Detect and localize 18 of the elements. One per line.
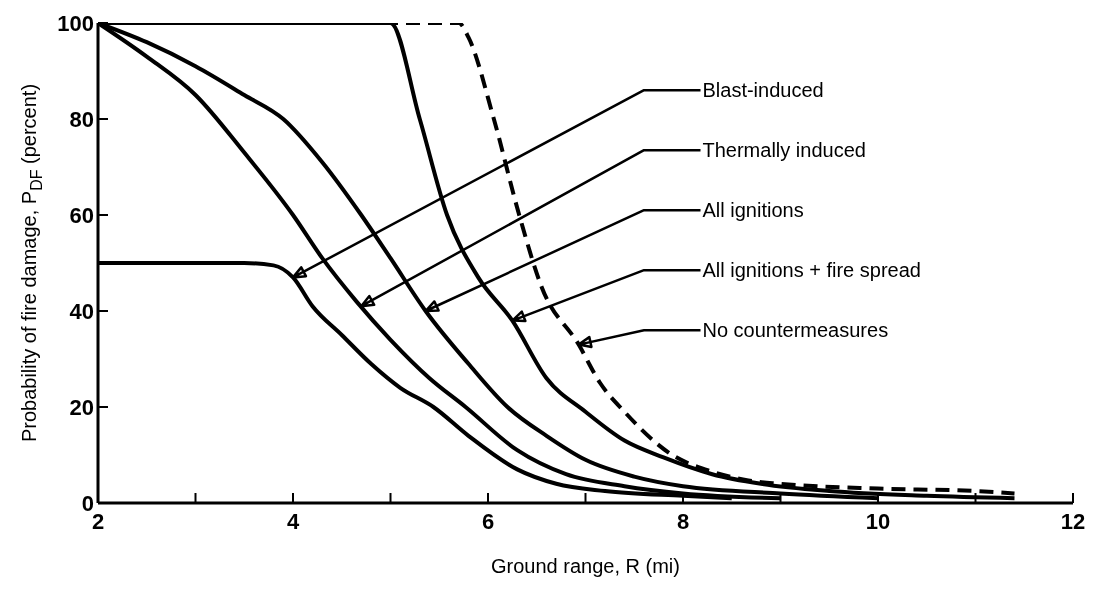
y-tick-label: 0 — [81, 490, 94, 516]
annotation: Thermally induced — [702, 139, 866, 162]
y-tick-label: 20 — [69, 394, 94, 420]
annotation: Blast-induced — [702, 79, 824, 102]
x-tick-label: 2 — [91, 508, 105, 534]
annotation: All ignitions — [702, 199, 804, 222]
x-tick-label: 4 — [286, 508, 300, 534]
y-tick-label: 60 — [69, 202, 94, 228]
x-axis-title: Ground range, R (mi) — [491, 555, 680, 577]
x-tick-label: 12 — [1060, 508, 1086, 534]
x-tick-label: 10 — [865, 508, 891, 534]
annotation: All ignitions + fire spread — [702, 259, 921, 282]
y-tick-label: 80 — [69, 106, 94, 132]
annotation: No countermeasures — [702, 319, 889, 342]
y-tick-label: 100 — [57, 10, 94, 36]
x-tick-label: 6 — [481, 508, 495, 534]
x-tick-label: 8 — [676, 508, 690, 534]
y-tick-label: 40 — [69, 298, 94, 324]
